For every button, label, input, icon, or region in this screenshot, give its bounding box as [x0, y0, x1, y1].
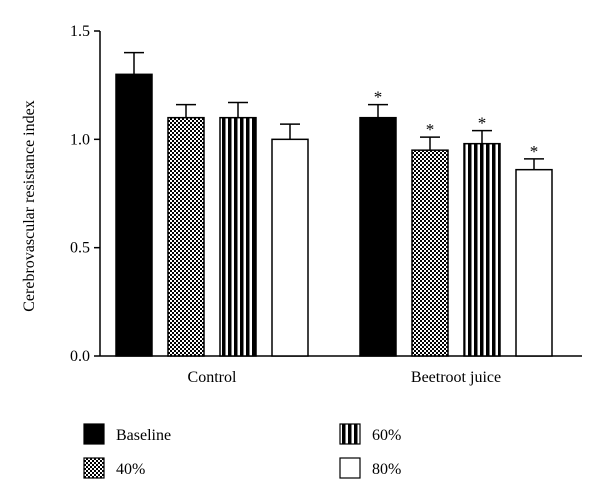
significance-asterisk: * [530, 142, 539, 161]
bar-beetroot-juice-80 [515, 168, 553, 357]
legend-swatch-baseline [83, 423, 105, 445]
legend-label-60: 60% [372, 427, 401, 444]
legend-label-80: 80% [372, 461, 401, 478]
legend-label-baseline: Baseline [116, 427, 171, 444]
legend-swatch-80 [339, 457, 361, 479]
plot-area: 0.0 0.5 1.0 1.5 Control * * * * Beetroot juice [70, 23, 582, 386]
y-axis-label: Cerebrovascular resistance index [21, 100, 38, 311]
legend-swatch-40 [83, 457, 105, 479]
bar-beetroot-juice-baseline [359, 116, 397, 357]
y-tick-label: 1.0 [70, 131, 90, 148]
bar-beetroot-juice-60 [463, 142, 501, 357]
y-tick-label: 1.5 [70, 23, 90, 40]
bar-control-60 [219, 116, 257, 357]
legend: Baseline 60% 40% 80% [83, 423, 401, 479]
significance-asterisk: * [426, 120, 435, 139]
legend-swatch-60 [339, 423, 361, 445]
y-tick-label: 0.0 [70, 348, 90, 365]
y-tick-label: 0.5 [70, 240, 90, 257]
x-category-label: Control [188, 369, 237, 386]
x-category-label: Beetroot juice [411, 369, 501, 386]
bar-control-80 [271, 138, 309, 357]
bar-control-40 [167, 116, 205, 357]
significance-asterisk: * [478, 114, 487, 133]
bar-beetroot-juice-40 [411, 149, 449, 357]
bar-control-baseline [115, 73, 153, 357]
legend-label-40: 40% [116, 461, 145, 478]
significance-asterisk: * [374, 88, 383, 107]
